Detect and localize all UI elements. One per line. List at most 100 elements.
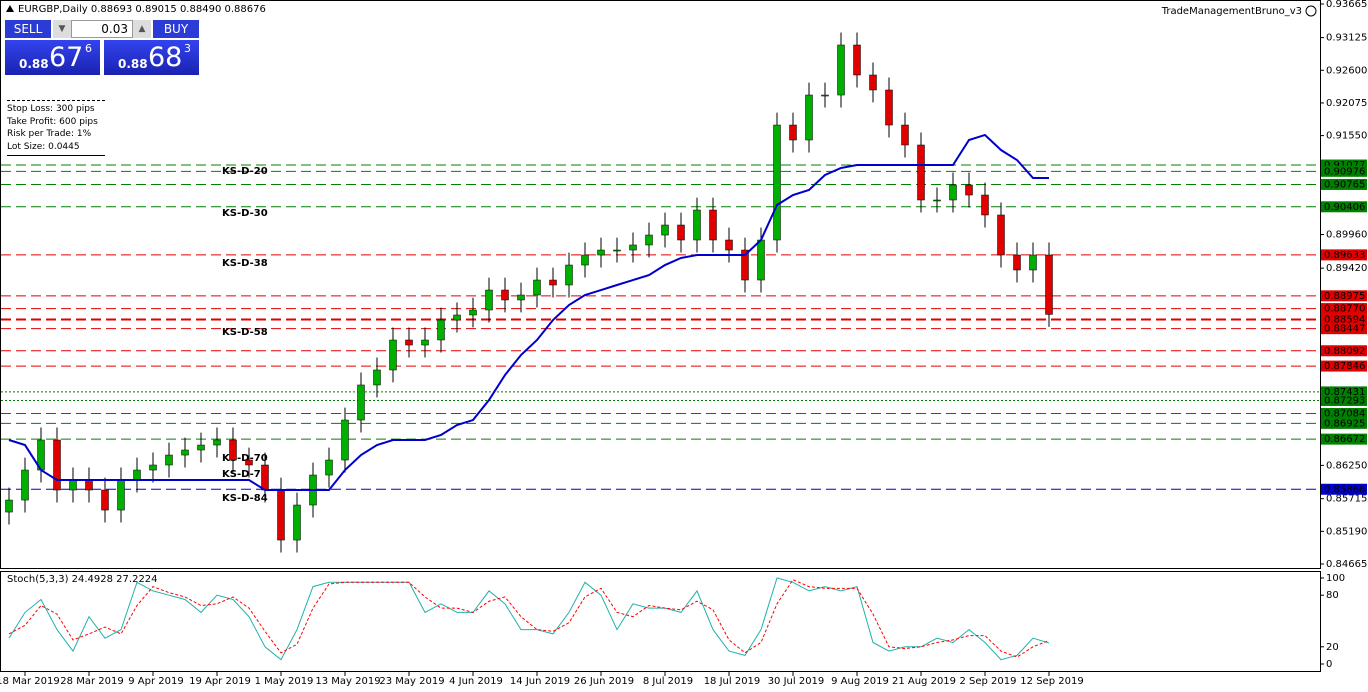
zone-label: KS-D-58 — [222, 327, 268, 338]
candle-body — [917, 144, 925, 201]
stoch-title: Stoch(5,3,3) 24.4928 27.2224 — [7, 574, 158, 585]
level-label-bg — [1321, 360, 1367, 372]
collapse-icon[interactable] — [6, 5, 14, 12]
sell-button[interactable]: SELL — [5, 20, 51, 38]
level-label: 0.88975 — [1324, 291, 1365, 302]
y-tick-label: 0.85190 — [1326, 526, 1367, 537]
x-tick-label: 14 Jun 2019 — [510, 676, 570, 687]
candle-body — [677, 224, 685, 241]
candle-body — [757, 239, 765, 281]
candle-body — [997, 214, 1005, 256]
zone-label: KS-D-84 — [222, 493, 268, 504]
level-label: 0.91077 — [1324, 160, 1365, 171]
candle-body — [645, 234, 653, 246]
level-label: 0.87431 — [1324, 387, 1365, 398]
candle-body — [613, 249, 621, 252]
x-tick-label: 18 Jul 2019 — [704, 676, 761, 687]
level-label-bg — [1321, 394, 1367, 406]
candle-body — [901, 124, 909, 146]
level-label-bg — [1321, 159, 1367, 171]
x-tick-label: 4 Jun 2019 — [449, 676, 503, 687]
smile-icon — [1305, 5, 1317, 17]
level-label: 0.90976 — [1324, 166, 1365, 177]
candle-body — [805, 94, 813, 141]
trade-panel: SELL ▼ 0.03 ▲ BUY 0.88 67 6 0.88 68 3 — [5, 20, 199, 76]
level-label-bg — [1321, 165, 1367, 177]
y-tick-label: 0.93125 — [1326, 33, 1367, 44]
candle-body — [1045, 254, 1053, 315]
stoch-line — [8, 577, 1050, 661]
info-line: Take Profit: 600 pips — [7, 116, 98, 127]
level-label: 0.88447 — [1324, 324, 1365, 335]
candle-body — [437, 319, 445, 341]
x-tick-label: 13 May 2019 — [315, 676, 380, 687]
level-label-bg — [1321, 417, 1367, 429]
candle-body — [21, 469, 29, 501]
zone-label: KS-D-70 — [222, 453, 268, 464]
x-tick-label: 12 Sep 2019 — [1020, 676, 1083, 687]
separator — [7, 155, 105, 156]
candle-body — [69, 479, 77, 491]
sell-price[interactable]: 0.88 67 6 — [5, 40, 100, 75]
candle-body — [5, 499, 13, 513]
level-label-bg — [1321, 483, 1367, 495]
x-tick-label: 1 May 2019 — [255, 676, 314, 687]
x-tick-label: 9 Aug 2019 — [831, 676, 889, 687]
y-tick-label: 0.84665 — [1326, 559, 1367, 570]
lot-down[interactable]: ▼ — [53, 20, 71, 38]
level-label: 0.90765 — [1324, 179, 1365, 190]
buy-pip: 3 — [184, 42, 191, 55]
y-tick-label: 0.89960 — [1326, 230, 1367, 241]
candle-body — [229, 439, 237, 461]
x-tick-label: 28 Mar 2019 — [60, 676, 123, 687]
y-tick-label: 0.85715 — [1326, 494, 1367, 505]
candle-body — [597, 249, 605, 256]
buy-price[interactable]: 0.88 68 3 — [104, 40, 199, 75]
sell-big: 0.88 — [19, 57, 49, 71]
level-label: 0.87846 — [1324, 361, 1365, 372]
candle-body — [117, 479, 125, 511]
candle-body — [821, 94, 829, 97]
sell-pip: 6 — [85, 42, 92, 55]
lot-up[interactable]: ▲ — [133, 20, 151, 38]
candle-body — [837, 44, 845, 96]
y-tick-label: 0.92075 — [1326, 98, 1367, 109]
y-tick-label: 80 — [1326, 590, 1339, 601]
candle-body — [165, 454, 173, 466]
buy-main: 68 — [148, 42, 183, 73]
indicator-line — [8, 133, 1049, 492]
level-label-bg — [1321, 407, 1367, 419]
y-tick-label: 0.93665 — [1326, 0, 1367, 10]
x-tick-label: 19 Apr 2019 — [189, 676, 251, 687]
candle-body — [581, 254, 589, 266]
candle-body — [405, 339, 413, 346]
indicator-name: TradeManagementBruno_v3 — [1161, 6, 1302, 17]
candle-body — [661, 224, 669, 236]
candle-body — [885, 89, 893, 126]
y-tick-label: 0 — [1326, 659, 1332, 670]
candle-body — [549, 279, 557, 286]
candle-body — [981, 194, 989, 216]
level-label-bg — [1321, 323, 1367, 335]
zone-label: KS-D-76 — [222, 469, 268, 480]
level-label-bg — [1321, 201, 1367, 213]
candle-body — [517, 294, 525, 301]
info-line: Stop Loss: 300 pips — [7, 104, 95, 114]
stoch-frame — [0, 571, 1321, 672]
lot-input[interactable]: 0.03 — [71, 20, 133, 38]
candle-body — [85, 479, 93, 491]
candle-body — [133, 469, 141, 481]
buy-button[interactable]: BUY — [153, 20, 199, 38]
candle-body — [53, 439, 61, 491]
level-label-bg — [1321, 178, 1367, 190]
candle-body — [277, 489, 285, 541]
level-label-bg — [1321, 249, 1367, 261]
candle-body — [709, 209, 717, 241]
candle-body — [421, 339, 429, 346]
level-label-bg — [1321, 314, 1367, 326]
y-tick-label: 0.86250 — [1326, 460, 1367, 471]
zone-label: KS-D-38 — [222, 258, 268, 269]
y-tick-label: 0.91550 — [1326, 131, 1367, 142]
candle-body — [533, 279, 541, 296]
